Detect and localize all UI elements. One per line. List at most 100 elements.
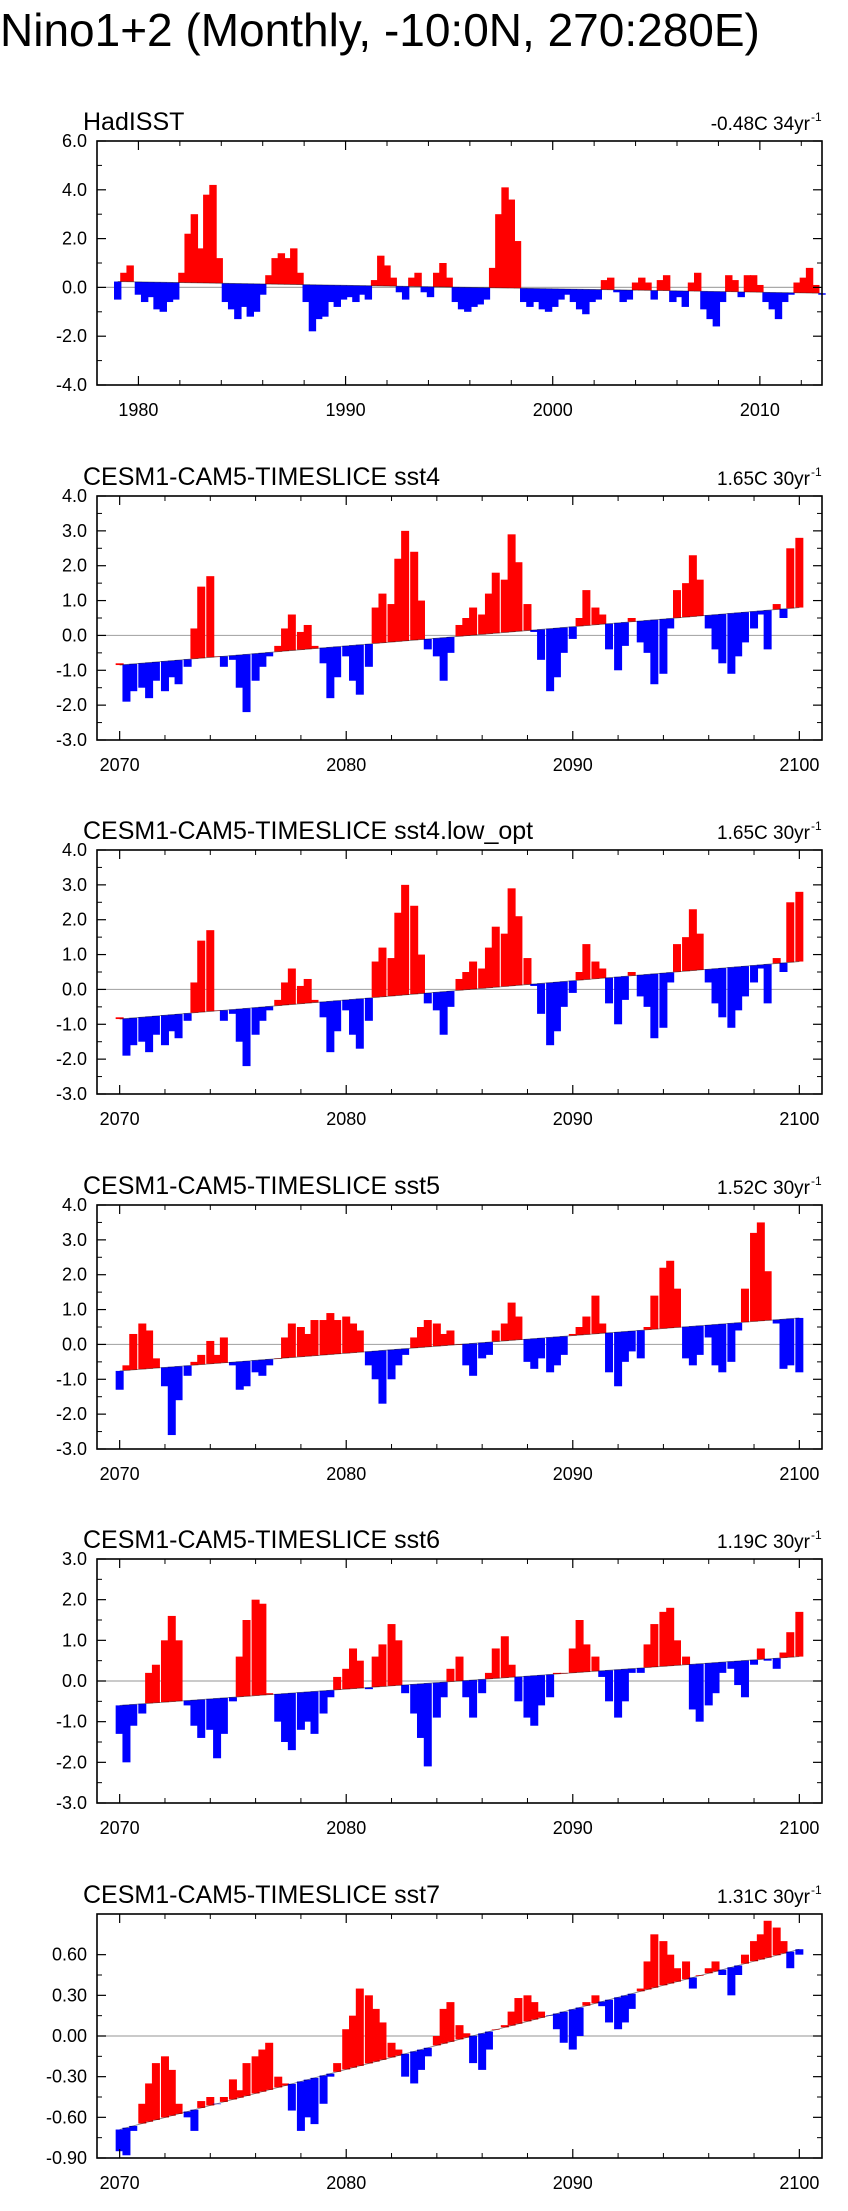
anomaly-bar [514,1998,523,2024]
anomaly-bar [750,965,759,983]
anomaly-bar [349,1648,358,1689]
anomaly-bar [303,978,312,1004]
anomaly-bar [439,991,448,1035]
anomaly-bar [265,1359,274,1366]
anomaly-bar [364,997,373,1021]
anomaly-bar [695,1325,704,1355]
anomaly-bar [659,1267,668,1329]
anomaly-bar [530,2002,539,2020]
anomaly-bar [196,248,205,283]
x-tick-label: 2000 [533,400,573,420]
anomaly-bar [183,659,192,667]
y-tick-label: -3.0 [56,1439,87,1459]
x-tick-label: 2070 [100,755,140,775]
anomaly-bar [281,628,290,652]
anomaly-bar [274,999,283,1006]
anomaly-bar [507,1664,516,1678]
anomaly-bar [439,637,448,681]
anomaly-bar [190,982,199,1013]
anomaly-bar [228,1697,237,1702]
anomaly-bar [620,1331,629,1362]
anomaly-bar [795,1611,804,1657]
anomaly-bar [455,624,464,637]
anomaly-bar [394,1349,403,1366]
anomaly-bar [277,253,286,285]
anomaly-bar [342,2029,351,2070]
anomaly-bar [420,286,428,293]
anomaly-bar [786,1951,795,1969]
anomaly-bar [401,2053,410,2077]
anomaly-bar [582,1644,591,1672]
anomaly-bar [433,272,441,287]
anomaly-bar [620,976,629,1000]
anomaly-bar [575,1327,584,1336]
anomaly-bar [659,619,668,674]
y-tick-label: 1.0 [62,945,87,965]
anomaly-bar [700,291,708,310]
anomaly-bar [206,2097,215,2106]
x-tick-label: 2100 [779,1464,819,1484]
anomaly-bar [147,282,155,298]
trend-label: 1.31C 30yr [717,1887,811,1908]
anomaly-bar [446,1668,455,1682]
anomaly-bar [387,1349,396,1380]
anomaly-bar [274,2076,283,2088]
anomaly-bar [258,1006,267,1021]
anomaly-bar [659,973,668,1028]
anomaly-bar [115,1017,124,1020]
y-tick-label: 0.30 [52,1985,87,2005]
anomaly-bar [627,618,636,622]
anomaly-bar [134,281,143,295]
anomaly-bar [183,2111,192,2118]
anomaly-bar [265,2042,274,2090]
anomaly-bar [183,1013,192,1021]
anomaly-bar [408,277,416,287]
anomaly-bar [768,292,776,310]
anomaly-bar [636,974,645,997]
anomaly-bar [326,1313,335,1355]
anomaly-bar [423,638,432,650]
anomaly-bar [378,1644,387,1687]
anomaly-bar [523,1995,532,2022]
y-tick-label: -4.0 [56,375,87,395]
anomaly-bar [469,2035,478,2064]
anomaly-bar [614,1997,623,2030]
anomaly-bar [410,905,419,995]
anomaly-bar [160,2056,169,2118]
anomaly-bar [265,1693,274,1695]
anomaly-bar [495,214,503,288]
anomaly-bar [138,1323,147,1370]
anomaly-bar [786,1632,795,1658]
anomaly-bar [120,272,128,282]
anomaly-bar [688,555,697,617]
anomaly-bar [160,1367,169,1387]
anomaly-bar [371,2008,380,2062]
anomaly-bar [115,1705,124,1734]
y-tick-label: 2.0 [62,229,87,249]
anomaly-bar [575,618,584,627]
anomaly-bar [394,2049,403,2056]
y-tick-label: 6.0 [62,131,87,151]
anomaly-bar [614,622,623,671]
anomaly-bar [704,969,713,983]
anomaly-bar [614,976,623,1025]
anomaly-bar [219,1337,228,1363]
anomaly-bar [167,1366,176,1436]
anomaly-bar [410,551,419,641]
anomaly-bar [451,287,460,303]
anomaly-bar [355,644,364,695]
anomaly-bar [636,1988,645,1992]
anomaly-bar [258,2049,267,2092]
anomaly-bar [779,608,788,618]
anomaly-bar [500,1323,509,1341]
anomaly-bar [172,282,180,300]
anomaly-bar [643,620,652,653]
anomaly-bar [557,288,565,300]
anomaly-bar [228,1009,237,1014]
anomaly-bar [673,1968,681,1982]
y-tick-label: 4.0 [62,486,87,506]
y-tick-label: 3.0 [62,875,87,895]
anomaly-bar [552,1336,561,1366]
anomaly-bar [251,2056,260,2094]
anomaly-bar [145,662,154,699]
